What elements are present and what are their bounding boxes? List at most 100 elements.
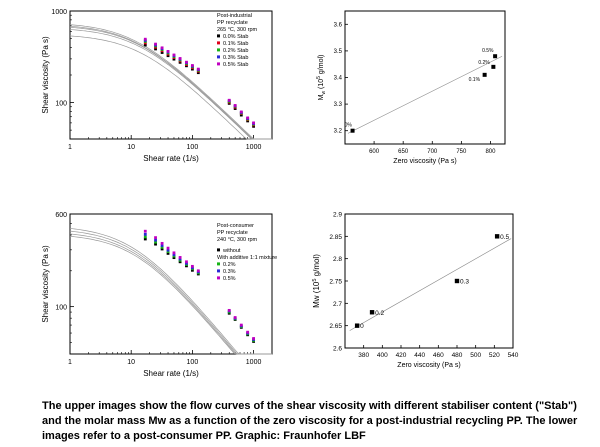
data-point (143, 43, 147, 47)
x-tick-label: 700 (427, 149, 438, 155)
point-label: 0.2% (478, 60, 490, 66)
y-axis-label-sup: 5 (316, 76, 322, 79)
point-label: 0.5% (482, 48, 494, 54)
data-point (233, 104, 237, 107)
x-tick-label: 480 (452, 352, 463, 359)
x-tick-label: 380 (358, 352, 369, 359)
data-point (233, 316, 237, 319)
y-tick-label: 100 (55, 305, 67, 312)
legend-title-line: Post-consumer (217, 223, 254, 229)
x-tick-label: 540 (508, 352, 519, 359)
x-tick-label: 750 (456, 149, 467, 155)
y-tick-label: 2.6 (333, 346, 342, 353)
legend-title-line: 265 °C, 300 rpm (217, 27, 258, 33)
x-tick-label: 520 (489, 352, 500, 359)
data-point (154, 236, 157, 240)
x-tick-label: 100 (187, 144, 199, 151)
data-point (196, 269, 200, 273)
x-tick-label: 600 (369, 149, 380, 155)
point-label: 0.3 (460, 279, 469, 286)
y-tick-label: 2.7 (333, 301, 342, 308)
data-point (143, 235, 147, 239)
y-tick-label: 100 (55, 101, 67, 108)
data-point (246, 116, 250, 120)
y-tick-label: 3.4 (334, 76, 343, 82)
data-point (494, 234, 500, 239)
x-tick-label: 1 (68, 359, 72, 366)
y-tick-label: 2.65 (329, 323, 342, 330)
y-axis-label-end: g/mol) (318, 55, 325, 76)
fit-curve (69, 29, 272, 140)
legend-marker (217, 248, 220, 252)
legend-marker (217, 62, 220, 66)
y-tick-label: 1000 (51, 9, 67, 16)
legend-label: 0.5% Stab (223, 62, 248, 68)
fit-curve (69, 35, 272, 140)
fit-curve (69, 24, 272, 140)
x-tick-label: 100 (187, 359, 199, 366)
chart-bottom-right-mw-vs-zero-viscosity: 380 400 420 440 460 480 500 520 540 2.6 2.65 2.7 2.7… (312, 212, 519, 370)
data-point (350, 128, 355, 133)
data-point (172, 251, 176, 255)
legend-title-line: 240 °C, 300 rpm (217, 237, 258, 243)
y-axis-label-sub: w (321, 91, 327, 95)
data-point (196, 71, 200, 75)
data-point (178, 257, 182, 261)
y-axis-label-sup: 5 (312, 279, 318, 282)
data-point (143, 37, 147, 41)
y-tick-label: 3.6 (334, 22, 343, 28)
data-point (369, 310, 375, 315)
data-point (196, 67, 200, 71)
data-point (178, 60, 182, 64)
y-axis-label: Mw (105 g/mol) (316, 55, 327, 101)
x-tick-label: 420 (396, 352, 407, 359)
data-point (166, 54, 170, 58)
data-point (160, 51, 164, 54)
data-point (454, 278, 460, 284)
y-axis-label-rest: (10 (318, 79, 325, 91)
legend-label: 0.2% (223, 262, 236, 268)
chart-top-right-mw-vs-zero-viscosity: 600 650 700 750 800 3.2 3.3 3.4 3.5 3.6 Zero visco… (316, 10, 506, 165)
y-tick-label: 3.5 (334, 49, 343, 55)
legend-label: 0.5% (223, 276, 236, 282)
fit-curve (69, 235, 272, 355)
x-axis-label: Shear rate (1/s) (143, 369, 199, 378)
chart-top-left-flow-curves: 1 10 100 1000 100 1000 Shear rate (1/s) Shear v… (41, 9, 273, 163)
legend-marker (217, 41, 220, 45)
legend-title-line: PP recyclate (217, 230, 248, 236)
legend-label: 0.3% Stab (223, 55, 248, 61)
x-tick-label: 1000 (246, 359, 262, 366)
data-point (166, 252, 170, 255)
x-tick-label: 10 (127, 144, 135, 151)
data-point (239, 110, 243, 114)
data-point (143, 229, 147, 233)
data-point (185, 260, 188, 264)
x-axis-label: Zero viscosity (Pa s) (393, 158, 456, 165)
data-point (227, 308, 231, 312)
legend-marker (217, 262, 220, 266)
data-point (190, 264, 194, 268)
legend-marker (217, 34, 220, 38)
data-point (160, 245, 164, 249)
data-point (227, 98, 231, 102)
data-point (252, 337, 255, 340)
data-point (154, 47, 157, 51)
point-label: 0.5 (500, 234, 509, 241)
y-axis-label: Shear viscosity (Pa s) (41, 36, 50, 114)
y-tick-label: 2.75 (329, 279, 342, 286)
data-point (252, 124, 255, 128)
data-point (185, 60, 188, 64)
legend-label: 0.0% Stab (223, 34, 248, 40)
y-axis-label: Mw (105 g/mol) (312, 254, 321, 308)
data-point (185, 261, 188, 265)
data-point (154, 240, 157, 244)
data-point (166, 246, 170, 250)
data-point (166, 248, 170, 252)
figure-caption: The upper images show the flow curves of… (42, 400, 578, 442)
data-point (160, 241, 164, 245)
x-tick-label: 800 (485, 149, 496, 155)
y-axis-label-end: g/mol) (312, 254, 321, 279)
data-point (154, 238, 157, 242)
y-axis-label: Shear viscosity (Pa s) (41, 245, 50, 323)
y-tick-label: 2.9 (333, 212, 342, 219)
